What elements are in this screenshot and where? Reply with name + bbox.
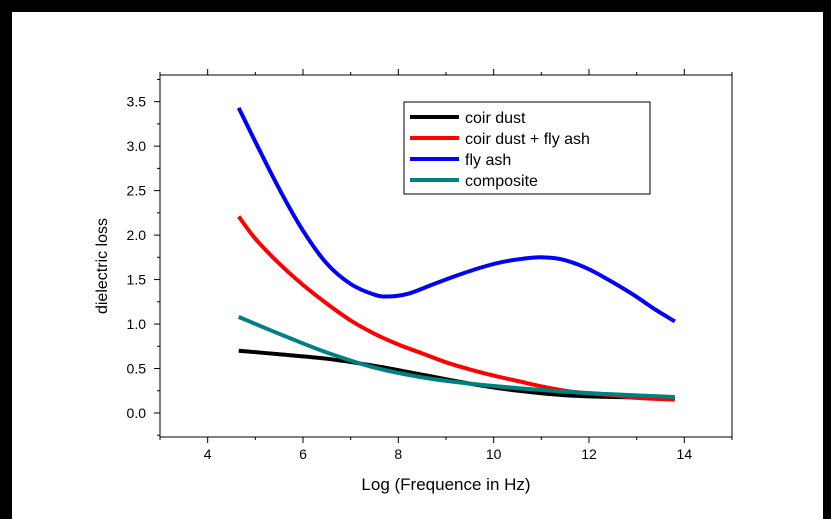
y-tick-label: 0.5 <box>127 361 147 377</box>
y-tick-label: 3.5 <box>127 94 147 110</box>
legend-label: fly ash <box>465 152 511 169</box>
y-tick-label: 0.0 <box>127 405 147 421</box>
legend-label: coir dust + fly ash <box>465 131 590 148</box>
x-tick-label: 10 <box>486 446 502 462</box>
legend-label: composite <box>465 173 538 190</box>
x-tick-label: 4 <box>204 446 212 462</box>
y-tick-label: 3.0 <box>127 138 147 154</box>
series-line-fly-ash <box>236 107 676 324</box>
x-axis-label: Log (Frequence in Hz) <box>361 475 530 494</box>
y-tick-label: 2.0 <box>127 227 147 243</box>
y-tick-label: 2.5 <box>127 183 147 199</box>
x-tick-label: 8 <box>394 446 402 462</box>
x-tick-label: 14 <box>677 446 693 462</box>
legend-label: coir dust <box>465 110 526 127</box>
y-tick-label: 1.0 <box>127 316 147 332</box>
series-line-composite <box>237 315 675 399</box>
legend: coir dust coir dust + fly ash fly ash compo… <box>403 101 651 195</box>
x-tick-label: 12 <box>581 446 597 462</box>
series-line-coir-dust <box>238 348 675 400</box>
x-tick-label: 6 <box>299 446 307 462</box>
y-tick-label: 1.5 <box>127 272 147 288</box>
series-lines <box>236 107 676 402</box>
series-line-coir-dust-fly-ash <box>237 215 675 402</box>
axes: 4 6 8 10 12 14 0.0 0.5 1.0 1.5 2.0 2.5 3.0 3.5 <box>127 69 733 462</box>
y-axis-label: dielectric loss <box>94 218 111 314</box>
